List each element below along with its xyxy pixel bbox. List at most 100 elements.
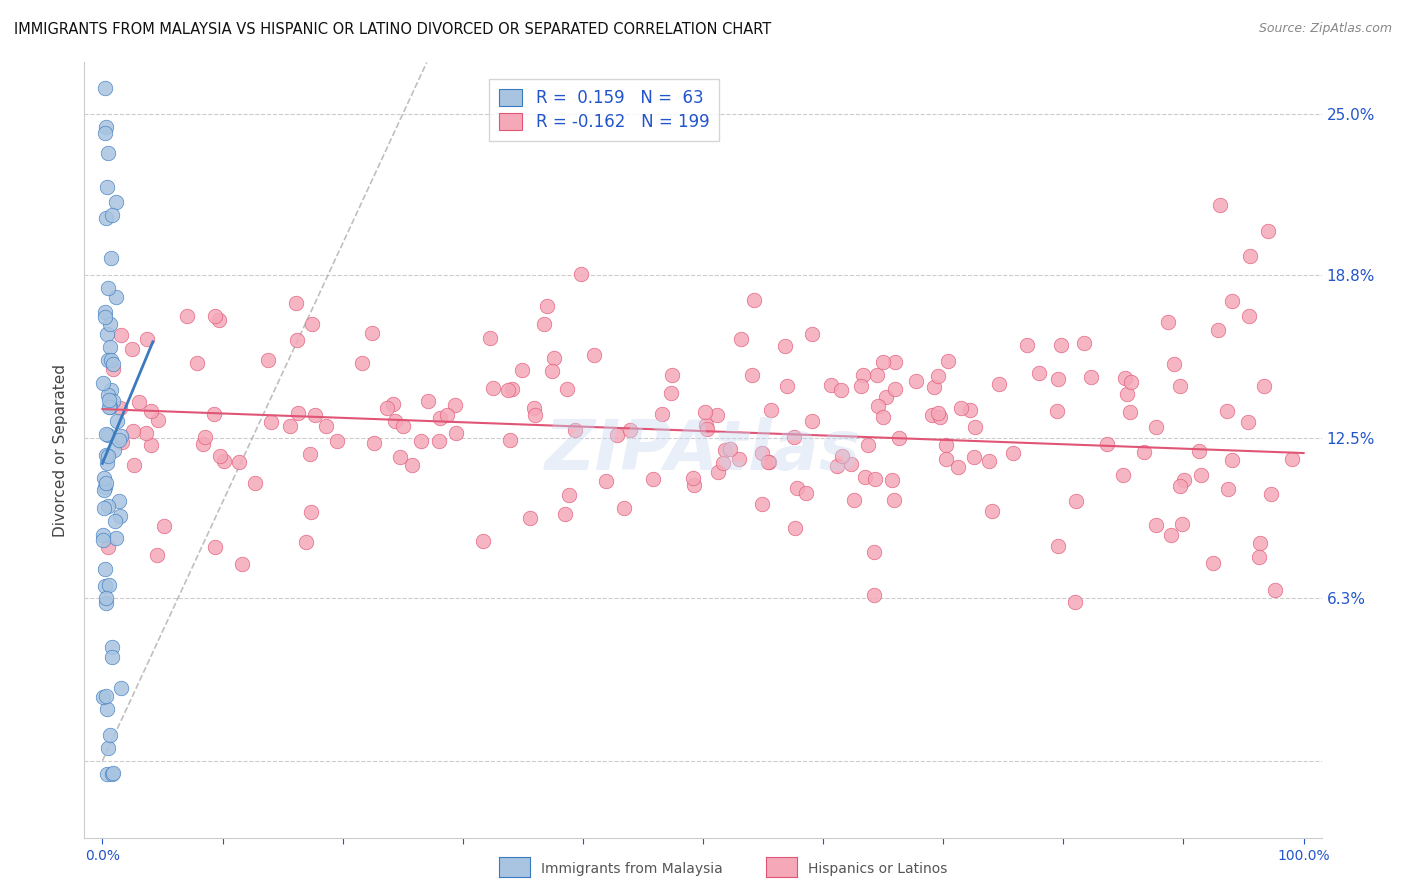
- Point: [1249, 536, 1271, 550]
- Point: [384, 414, 406, 428]
- Point: [820, 378, 842, 392]
- Point: [1188, 443, 1211, 458]
- Point: [1050, 337, 1073, 351]
- Point: [1028, 366, 1050, 380]
- Point: [98, 578, 121, 592]
- Y-axis label: Divorced or Separated: Divorced or Separated: [53, 364, 69, 537]
- Point: [101, 650, 124, 665]
- Point: [96, 767, 118, 781]
- Point: [94, 120, 117, 135]
- Point: [564, 423, 586, 437]
- Point: [1073, 335, 1095, 350]
- Point: [141, 438, 163, 452]
- Point: [479, 331, 502, 345]
- Point: [284, 296, 307, 310]
- Point: [93, 376, 115, 390]
- Point: [482, 381, 505, 395]
- Point: [392, 419, 415, 434]
- Point: [103, 362, 125, 376]
- Point: [1001, 446, 1024, 460]
- Point: [146, 413, 169, 427]
- Legend: R =  0.159   N =  63, R = -0.162   N = 199: R = 0.159 N = 63, R = -0.162 N = 199: [489, 78, 718, 141]
- Point: [651, 407, 673, 421]
- Point: [98, 728, 121, 742]
- Point: [786, 481, 808, 495]
- Point: [429, 411, 451, 425]
- Point: [97, 450, 120, 464]
- Point: [363, 436, 385, 450]
- Point: [96, 326, 118, 341]
- Point: [401, 458, 423, 472]
- Point: [409, 434, 432, 449]
- Point: [1116, 387, 1139, 401]
- Point: [794, 486, 817, 500]
- Point: [785, 520, 807, 534]
- Point: [111, 435, 134, 450]
- Point: [1046, 403, 1069, 417]
- Point: [287, 406, 309, 420]
- Point: [866, 368, 889, 383]
- Point: [554, 507, 576, 521]
- Point: [94, 310, 117, 325]
- Point: [1119, 404, 1142, 418]
- Point: [436, 409, 458, 423]
- Point: [93, 579, 115, 593]
- Point: [204, 309, 226, 323]
- Point: [524, 408, 547, 422]
- Point: [101, 640, 124, 654]
- Point: [243, 475, 266, 490]
- Point: [101, 766, 124, 780]
- Point: [741, 368, 763, 383]
- Point: [853, 470, 876, 484]
- Point: [208, 449, 231, 463]
- Point: [315, 418, 337, 433]
- Point: [773, 339, 796, 353]
- Point: [100, 353, 122, 368]
- Point: [104, 514, 127, 528]
- Point: [93, 305, 115, 319]
- Point: [295, 535, 318, 549]
- Point: [1157, 315, 1180, 329]
- Point: [612, 500, 634, 515]
- Point: [103, 357, 125, 371]
- Point: [884, 355, 907, 369]
- Point: [121, 342, 143, 356]
- Point: [108, 509, 131, 524]
- Text: ZIPAtlas: ZIPAtlas: [546, 417, 860, 484]
- Point: [595, 474, 617, 488]
- Point: [1216, 404, 1239, 418]
- Point: [101, 767, 124, 781]
- Point: [1257, 224, 1279, 238]
- Point: [91, 528, 114, 542]
- Point: [839, 457, 862, 471]
- Point: [100, 317, 122, 331]
- Point: [606, 428, 628, 442]
- Point: [498, 383, 520, 397]
- Point: [1047, 539, 1070, 553]
- Point: [852, 368, 875, 382]
- Point: [193, 437, 215, 451]
- Point: [278, 418, 301, 433]
- Point: [176, 309, 198, 323]
- Point: [936, 354, 959, 368]
- Point: [1239, 250, 1261, 264]
- Point: [758, 455, 780, 469]
- Point: [988, 377, 1011, 392]
- Point: [122, 458, 145, 472]
- Point: [299, 447, 322, 461]
- Point: [935, 452, 957, 467]
- Point: [884, 382, 907, 396]
- Point: [94, 448, 117, 462]
- Point: [104, 194, 127, 209]
- Point: [782, 430, 804, 444]
- Point: [103, 442, 125, 457]
- Point: [228, 455, 250, 469]
- Point: [304, 408, 326, 422]
- Point: [844, 492, 866, 507]
- Point: [569, 267, 592, 281]
- Point: [93, 470, 115, 484]
- Point: [582, 348, 605, 362]
- Point: [94, 427, 117, 442]
- Point: [1144, 419, 1167, 434]
- Point: [1121, 376, 1143, 390]
